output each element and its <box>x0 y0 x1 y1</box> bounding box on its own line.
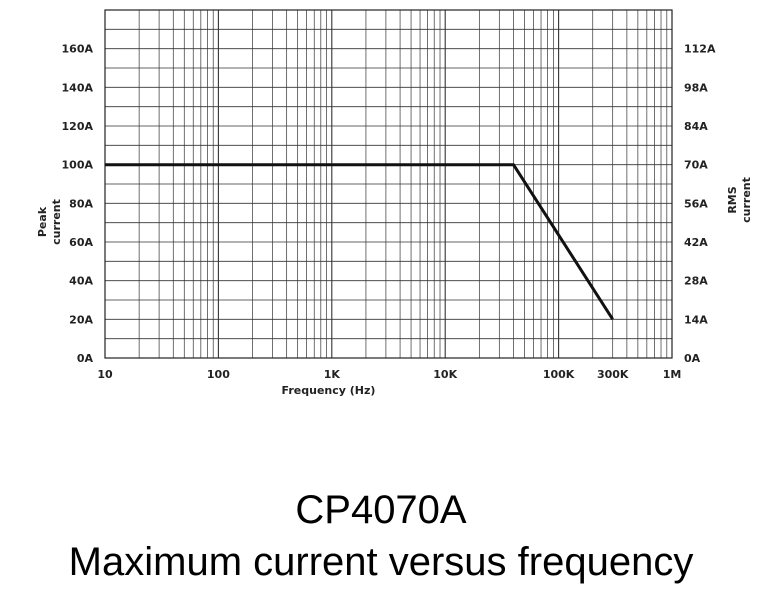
y2-tick-label: 14A <box>684 313 708 326</box>
y2-tick-label: 42A <box>684 236 708 249</box>
y2-tick-label: 84A <box>684 120 708 133</box>
caption-title: CP4070A <box>295 488 467 532</box>
y2-tick-label: 98A <box>684 81 708 94</box>
chart: 10 100 1K 10K 100K 300K 1M 0A 20A 40A 60A 80A 100A 1… <box>36 9 753 397</box>
x-tick-label: 1M <box>663 368 682 381</box>
series-layer <box>105 163 614 321</box>
x-tick-label: 100 <box>207 368 230 381</box>
chart-grid <box>105 10 672 358</box>
y-tick-label: 100A <box>62 159 94 172</box>
x-tick-label: 1K <box>324 368 341 381</box>
y-tick-label: 60A <box>69 236 93 249</box>
y-tick-label: 0A <box>77 352 94 365</box>
y2-axis-label-line1: RMS <box>726 186 739 213</box>
x-tick-label: 100K <box>543 368 575 381</box>
y2-tick-label: 70A <box>684 159 708 172</box>
y-tick-label: 40A <box>69 275 93 288</box>
y2-axis-label-line2: current <box>740 177 753 223</box>
y2-tick-label: 56A <box>684 197 708 210</box>
y-axis-ticks: 0A 20A 40A 60A 80A 100A 120A 140A 160A <box>62 43 94 365</box>
caption-subtitle: Maximum current versus frequency <box>68 540 694 584</box>
series-line <box>105 163 614 321</box>
y-axis-label-line1: Peak <box>36 206 49 237</box>
y2-tick-label: 0A <box>684 352 701 365</box>
plot-frame <box>104 9 673 359</box>
x-axis-label: Frequency (Hz) <box>282 384 376 397</box>
y2-axis-ticks: 0A 14A 28A 42A 56A 70A 84A 98A 112A <box>684 43 716 365</box>
x-tick-label: 10 <box>97 368 113 381</box>
x-tick-label: 300K <box>597 368 629 381</box>
y2-tick-label: 112A <box>684 43 716 56</box>
y-tick-label: 80A <box>69 197 93 210</box>
y-tick-label: 120A <box>62 120 94 133</box>
y-tick-label: 20A <box>69 313 93 326</box>
y-tick-label: 140A <box>62 81 94 94</box>
x-tick-label: 10K <box>433 368 457 381</box>
x-axis-ticks: 10 100 1K 10K 100K 300K 1M <box>97 368 681 381</box>
y2-tick-label: 28A <box>684 275 708 288</box>
y-tick-label: 160A <box>62 43 94 56</box>
y-axis-label-line2: current <box>50 199 63 245</box>
